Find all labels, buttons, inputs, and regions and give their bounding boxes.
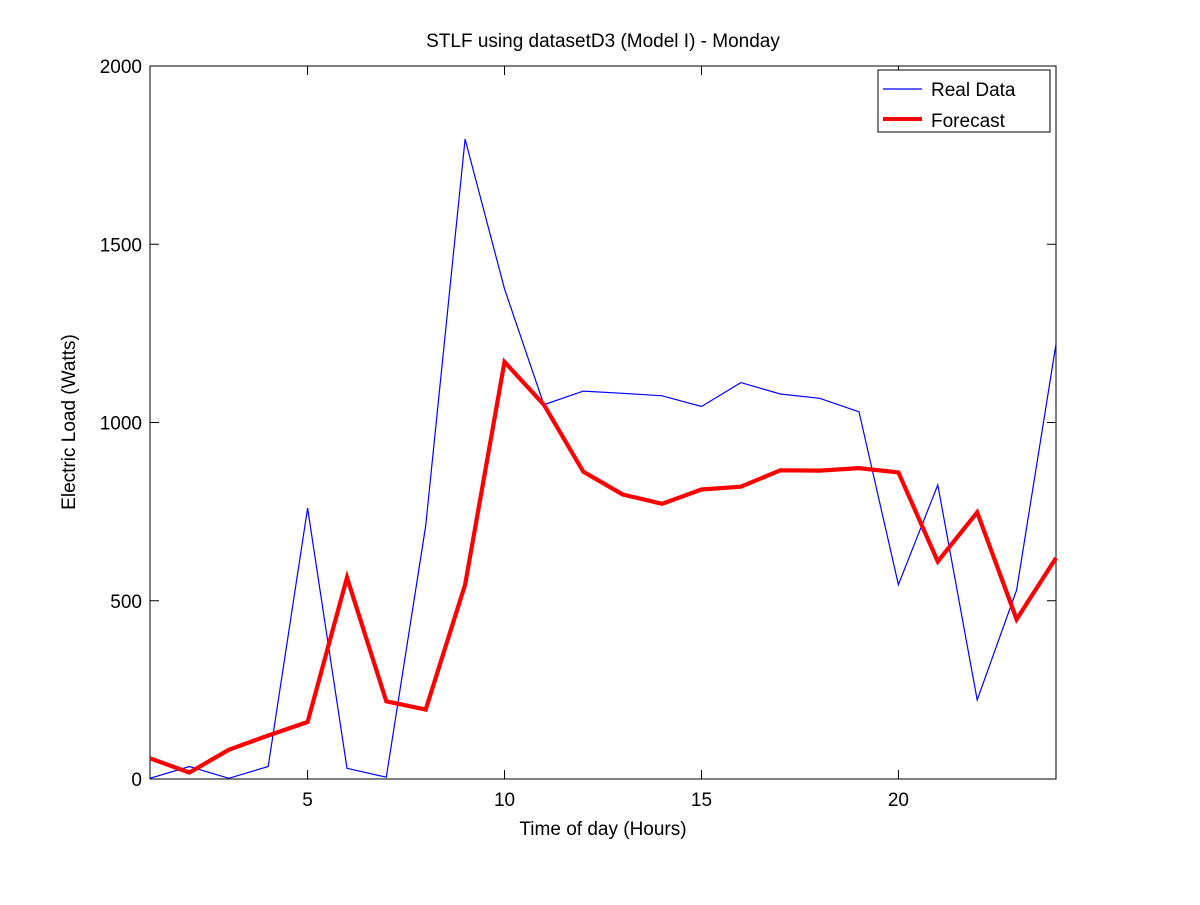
y-tick-label: 1500 bbox=[100, 235, 142, 256]
x-tick-label: 20 bbox=[888, 790, 909, 811]
legend-label-forecast: Forecast bbox=[931, 111, 1006, 132]
x-tick-label: 15 bbox=[691, 790, 712, 811]
chart-title: STLF using datasetD3 (Model I) - Monday bbox=[426, 31, 780, 52]
y-tick-label: 0 bbox=[131, 770, 142, 791]
x-tick-label: 10 bbox=[494, 790, 515, 811]
x-tick-label: 5 bbox=[302, 790, 313, 811]
legend-box bbox=[877, 69, 1051, 133]
axis-ticks: 5 10 15 20 0 500 1000 1500 2000 bbox=[100, 57, 1056, 811]
legend: Real Data Forecast bbox=[877, 69, 1051, 133]
y-tick-label: 1000 bbox=[100, 414, 142, 435]
series-line-forecast bbox=[149, 357, 1058, 775]
y-axis-label: Electric Load (Watts) bbox=[59, 334, 80, 510]
legend-label-real-data: Real Data bbox=[931, 80, 1016, 101]
series-layer bbox=[149, 138, 1058, 779]
x-axis-label: Time of day (Hours) bbox=[519, 819, 686, 840]
y-tick-label: 2000 bbox=[100, 57, 142, 78]
y-tick-label: 500 bbox=[110, 592, 142, 613]
series-line-real-data bbox=[149, 138, 1057, 779]
